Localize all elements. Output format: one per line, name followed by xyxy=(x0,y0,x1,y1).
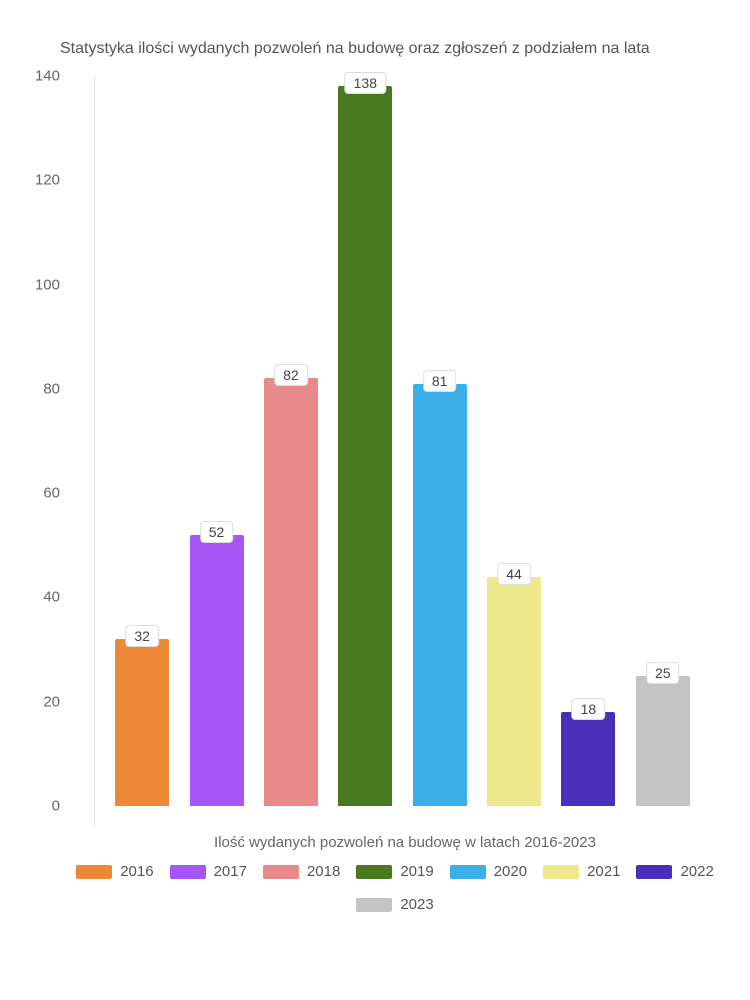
legend-item: 2018 xyxy=(263,863,340,880)
legend-label: 2018 xyxy=(307,863,340,880)
legend-label: 2019 xyxy=(400,863,433,880)
bar-group: 25 xyxy=(626,76,700,806)
y-tick-label: 140 xyxy=(35,68,60,85)
y-axis-line xyxy=(94,76,95,826)
bar-group: 81 xyxy=(403,76,477,806)
legend-swatch xyxy=(170,865,206,879)
bars-region: 32528213881441825 xyxy=(105,76,700,806)
y-tick-label: 100 xyxy=(35,276,60,293)
y-tick-label: 20 xyxy=(43,693,60,710)
bar-value-label: 82 xyxy=(274,364,308,386)
legend-swatch xyxy=(450,865,486,879)
legend-label: 2023 xyxy=(400,896,433,913)
legend: 2016 2017 2018 2019 2020 2021 2022 2023 xyxy=(70,863,720,913)
y-tick-label: 120 xyxy=(35,172,60,189)
bar: 25 xyxy=(636,676,690,806)
bar-value-label: 81 xyxy=(423,370,457,392)
bar: 52 xyxy=(190,535,244,806)
chart-title: Statystyka ilości wydanych pozwoleń na b… xyxy=(60,40,720,58)
bar-value-label: 18 xyxy=(572,698,606,720)
bar-group: 82 xyxy=(254,76,328,806)
bar-value-label: 44 xyxy=(497,563,531,585)
y-tick-label: 40 xyxy=(43,589,60,606)
legend-item: 2019 xyxy=(356,863,433,880)
legend-label: 2016 xyxy=(120,863,153,880)
plot-area: 020406080100120140 32528213881441825 xyxy=(70,76,720,826)
y-axis: 020406080100120140 xyxy=(60,76,100,826)
legend-item: 2022 xyxy=(636,863,713,880)
bar-group: 32 xyxy=(105,76,179,806)
bar: 81 xyxy=(413,384,467,806)
legend-item: 2020 xyxy=(450,863,527,880)
bar: 18 xyxy=(561,712,615,806)
y-tick-label: 80 xyxy=(43,380,60,397)
bar-value-label: 32 xyxy=(125,625,159,647)
bar: 44 xyxy=(487,577,541,806)
chart-container: Statystyka ilości wydanych pozwoleń na b… xyxy=(40,40,720,960)
legend-swatch xyxy=(543,865,579,879)
y-tick-label: 0 xyxy=(52,798,60,815)
legend-item: 2023 xyxy=(356,896,433,913)
legend-swatch xyxy=(356,865,392,879)
legend-swatch xyxy=(636,865,672,879)
legend-swatch xyxy=(356,898,392,912)
bar-group: 44 xyxy=(477,76,551,806)
legend-label: 2017 xyxy=(214,863,247,880)
legend-item: 2021 xyxy=(543,863,620,880)
legend-item: 2017 xyxy=(170,863,247,880)
bar-value-label: 52 xyxy=(200,521,234,543)
legend-label: 2020 xyxy=(494,863,527,880)
bar-group: 138 xyxy=(328,76,402,806)
legend-label: 2021 xyxy=(587,863,620,880)
legend-swatch xyxy=(76,865,112,879)
bar: 32 xyxy=(115,639,169,806)
y-tick-label: 60 xyxy=(43,485,60,502)
bar: 138 xyxy=(338,86,392,806)
bar-group: 52 xyxy=(179,76,253,806)
legend-swatch xyxy=(263,865,299,879)
bar-value-label: 138 xyxy=(345,72,386,94)
legend-item: 2016 xyxy=(76,863,153,880)
bar-group: 18 xyxy=(551,76,625,806)
legend-label: 2022 xyxy=(680,863,713,880)
bar: 82 xyxy=(264,378,318,806)
bar-value-label: 25 xyxy=(646,662,680,684)
x-axis-label: Ilość wydanych pozwoleń na budowę w lata… xyxy=(90,834,720,851)
